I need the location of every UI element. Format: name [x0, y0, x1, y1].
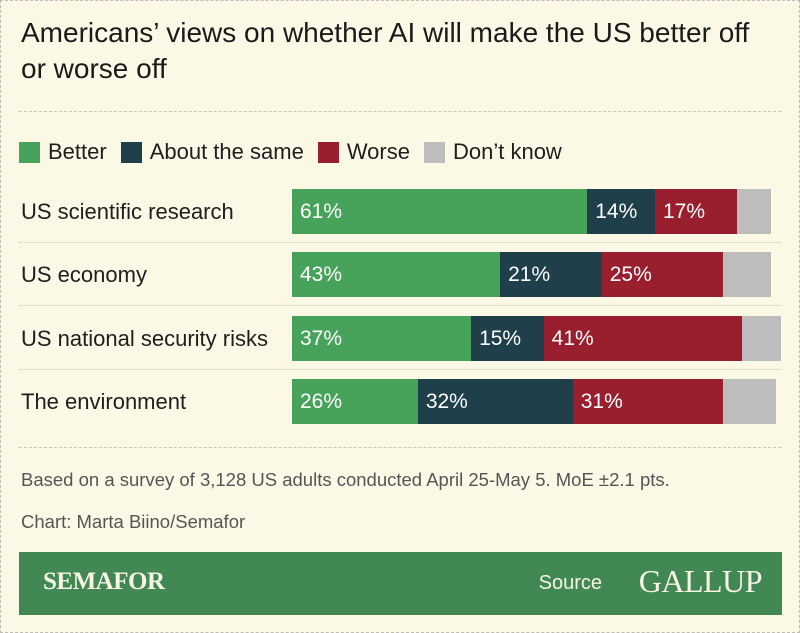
bar-segment-about-the-same: 15%: [471, 316, 544, 361]
legend-item: Don’t know: [423, 139, 562, 165]
bar-segment-worse: 25%: [601, 252, 723, 297]
semafor-logo: SEMAFOR: [43, 568, 165, 595]
divider: [19, 447, 781, 448]
category-label: US scientific research: [21, 199, 234, 224]
legend-item: Worse: [317, 139, 410, 165]
legend-label: Worse: [346, 139, 410, 164]
bar-segment-about-the-same: 14%: [587, 189, 655, 234]
bar-segment-don-t-know: [737, 189, 772, 234]
category-label: The environment: [21, 389, 187, 414]
row-divider: [19, 305, 781, 306]
bar-segment-better: 43%: [292, 252, 501, 297]
bar-row: US economy 43% 21% 25%: [1, 252, 799, 297]
bar-row: The environment 26% 32% 31%: [1, 379, 799, 424]
legend-label: Don’t know: [452, 139, 562, 164]
row-divider: [19, 369, 781, 370]
category-label: US national security risks: [21, 326, 268, 351]
category-label: US economy: [21, 262, 147, 287]
survey-note: Based on a survey of 3,128 US adults con…: [21, 469, 670, 490]
legend-item: About the same: [120, 139, 304, 165]
legend-swatch: [423, 141, 445, 163]
bar-segment-better: 61%: [292, 189, 588, 234]
bar-segment-worse: 17%: [655, 189, 738, 234]
gallup-logo: GALLUP: [638, 563, 763, 599]
legend-label: About the same: [149, 139, 304, 164]
chart-credit: Chart: Marta Biino/Semafor: [21, 511, 246, 532]
footer-banner: SEMAFOR Source GALLUP: [19, 552, 782, 615]
chart-title: Americans’ views on whether AI will make…: [21, 17, 750, 84]
bar-segment-about-the-same: 32%: [417, 379, 573, 424]
legend-label: Better: [48, 139, 107, 164]
legend: Better About the same Worse Don’t know: [19, 139, 576, 165]
legend-swatch: [317, 141, 339, 163]
bar-segment-better: 26%: [292, 379, 418, 424]
bar-segment-don-t-know: [742, 316, 781, 361]
bar-segment-don-t-know: [722, 252, 772, 297]
legend-swatch: [120, 141, 142, 163]
bar-segment-about-the-same: 21%: [500, 252, 602, 297]
legend-swatch: [19, 141, 40, 163]
bar-segment-worse: 31%: [572, 379, 723, 424]
source-label: Source: [538, 572, 602, 594]
bar-row: US scientific research 61% 14% 17%: [1, 189, 799, 234]
row-divider: [19, 242, 781, 243]
bar-segment-better: 37%: [292, 316, 472, 361]
bar-row: US national security risks 37% 15% 41%: [1, 316, 799, 361]
bar-segment-worse: 41%: [543, 316, 743, 361]
bar-segment-don-t-know: [722, 379, 776, 424]
legend-item: Better: [19, 139, 107, 165]
divider: [19, 111, 781, 112]
